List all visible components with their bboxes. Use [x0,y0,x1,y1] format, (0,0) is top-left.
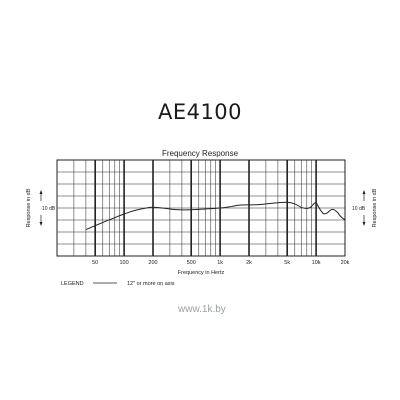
chart-title: Frequency Response [161,149,239,158]
x-tick-labels: 50 100 200 500 1k 2k 5k 10k 20k [92,260,350,266]
x-tick-label: 100 [120,260,129,266]
scale-label-right: 10 dB [352,206,366,212]
legend: LEGEND 12" or more on axis [61,281,175,287]
x-tick-label: 200 [148,260,157,266]
scale-indicator-right: 10 dB [352,190,366,226]
scale-label-left: 10 dB [42,206,56,212]
x-tick-label: 1k [217,260,223,266]
y-axis-label-right: Response in dB [372,188,378,227]
watermark-text: www.1k.by [178,304,226,315]
x-axis-label: Frequency in Hertz [178,270,225,276]
x-tick-label: 50 [92,260,98,266]
x-tick-label: 5k [284,260,290,266]
scale-indicator-left: 10 dB [39,190,56,226]
plot-frame [56,159,346,257]
x-tick-label: 20k [341,260,350,266]
x-tick-label: 500 [187,260,196,266]
x-tick-label: 10k [312,260,321,266]
page-title: AE4100 [157,100,243,124]
y-axis-label-left: Response in dB [26,188,32,227]
x-tick-label: 2k [246,260,252,266]
legend-title: LEGEND [61,281,84,287]
response-curve [85,201,346,231]
chart-grid [57,160,345,256]
legend-entry: 12" or more on axis [127,281,175,287]
